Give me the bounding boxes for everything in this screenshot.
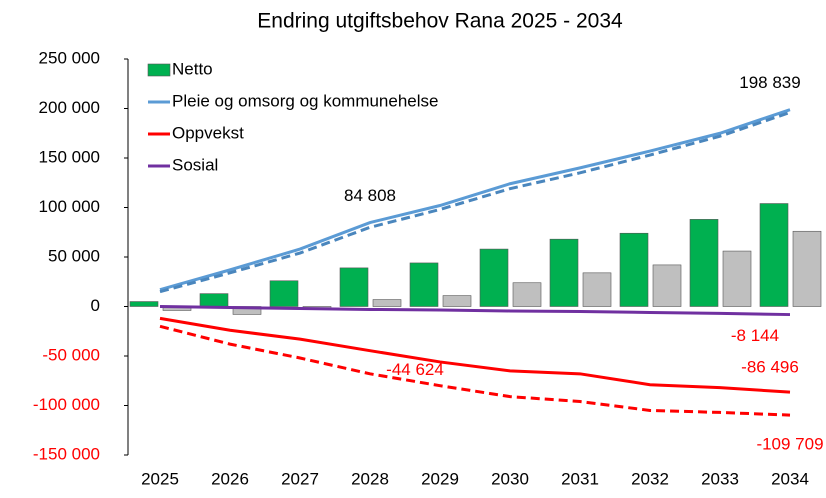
bar <box>269 280 299 307</box>
bar <box>619 232 649 307</box>
legend-label: Netto <box>172 59 213 78</box>
data-label: -44 624 <box>386 360 444 379</box>
legend-label: Oppvekst <box>172 123 244 142</box>
x-tick-label: 2032 <box>631 469 669 488</box>
legend-label: Sosial <box>172 155 218 174</box>
y-tick-label: -50 000 <box>42 345 100 364</box>
bar <box>129 301 159 307</box>
x-tick-label: 2027 <box>281 469 319 488</box>
x-tick-label: 2033 <box>701 469 739 488</box>
x-tick-label: 2025 <box>141 469 179 488</box>
bar <box>442 295 472 307</box>
line <box>159 305 791 317</box>
bar <box>372 299 402 307</box>
bar <box>339 267 369 307</box>
y-tick-label: 0 <box>91 296 100 315</box>
bar <box>792 230 822 307</box>
data-label: 84 808 <box>344 186 396 205</box>
chart-title: Endring utgiftsbehov Rana 2025 - 2034 <box>257 10 623 33</box>
bar <box>689 219 719 307</box>
line <box>159 111 791 294</box>
bar <box>722 250 752 307</box>
y-tick-label: -100 000 <box>33 395 100 414</box>
data-label: -109 709 <box>756 435 823 454</box>
y-tick-label: -150 000 <box>33 444 100 463</box>
bar <box>199 293 229 307</box>
legend-label: Pleie og omsorg og kommunehelse <box>172 91 438 110</box>
line <box>159 324 791 417</box>
y-tick-label: 200 000 <box>39 98 100 117</box>
bar <box>409 262 439 307</box>
data-label: -8 144 <box>731 326 779 345</box>
y-tick-label: 50 000 <box>48 246 100 265</box>
x-tick-label: 2029 <box>421 469 459 488</box>
x-tick-label: 2026 <box>211 469 249 488</box>
y-tick-label: 150 000 <box>39 147 100 166</box>
data-label: 198 839 <box>739 73 800 92</box>
x-tick-label: 2028 <box>351 469 389 488</box>
bar <box>512 282 542 307</box>
x-tick-label: 2030 <box>491 469 529 488</box>
x-tick-label: 2034 <box>771 469 809 488</box>
data-label: -86 496 <box>741 358 799 377</box>
bar <box>549 238 579 307</box>
line <box>159 108 791 292</box>
line <box>159 316 791 394</box>
y-tick-label: 100 000 <box>39 197 100 216</box>
bar <box>759 203 789 307</box>
x-tick-label: 2031 <box>561 469 599 488</box>
bar <box>652 264 682 307</box>
bar <box>479 248 509 307</box>
legend-swatch <box>147 63 171 77</box>
y-tick-label: 250 000 <box>39 48 100 67</box>
bar <box>582 272 612 307</box>
